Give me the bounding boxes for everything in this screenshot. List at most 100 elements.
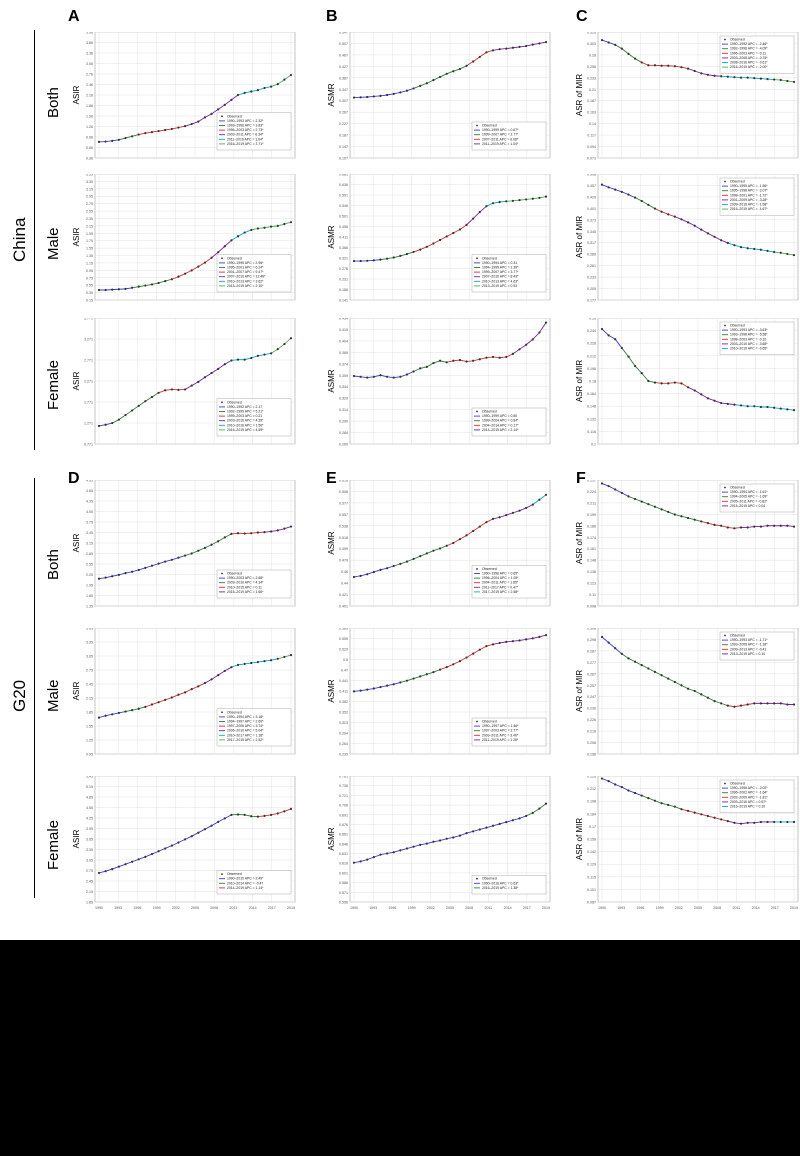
observed-point bbox=[270, 85, 273, 88]
trend-segment-3 bbox=[641, 62, 689, 70]
observed-point bbox=[412, 250, 415, 254]
observed-point bbox=[614, 188, 617, 191]
observed-point bbox=[379, 94, 382, 97]
y-tick-label: 0.233 bbox=[587, 76, 596, 80]
y-tick-label: 2.46 bbox=[86, 83, 93, 87]
y-tick-label: 0.646 bbox=[339, 842, 348, 846]
x-tick-label: 1996 bbox=[636, 906, 644, 910]
trend-segment-1 bbox=[99, 287, 133, 291]
y-tick-label: 3.05 bbox=[86, 859, 93, 863]
observed-point bbox=[498, 516, 501, 519]
legend-entry: 1990–1999 APC = 0.67* bbox=[482, 128, 519, 132]
observed-point bbox=[256, 227, 259, 230]
y-tick-label: 2.35 bbox=[86, 217, 93, 221]
x-tick-label: 2011 bbox=[485, 906, 493, 910]
y-tick-label: 0.267 bbox=[587, 672, 596, 676]
observed-point bbox=[458, 67, 462, 71]
trend-segment-4 bbox=[687, 68, 722, 77]
observed-point bbox=[183, 838, 187, 841]
observed-point bbox=[531, 503, 534, 506]
observed-point bbox=[230, 239, 233, 242]
y-tick-label: 0.529 bbox=[339, 648, 348, 652]
observed-point bbox=[223, 245, 226, 248]
observed-point bbox=[250, 356, 253, 360]
observed-point bbox=[614, 783, 617, 786]
y-tick-label: 0.589 bbox=[339, 628, 348, 631]
observed-point bbox=[366, 376, 369, 379]
observed-point bbox=[667, 64, 670, 67]
observed-point bbox=[236, 93, 240, 97]
observed-point bbox=[733, 244, 736, 247]
y-tick-label: 0.661 bbox=[339, 833, 348, 837]
observed-point bbox=[660, 674, 663, 677]
legend-entry: 1990–2010 APC = 2.49* bbox=[227, 877, 264, 881]
observed-point bbox=[673, 513, 676, 516]
y-axis-label: ASMR bbox=[327, 827, 336, 850]
observed-point bbox=[485, 826, 488, 829]
legend-entry: 2010–2013 APC = 4.63* bbox=[482, 279, 519, 283]
observed-point bbox=[766, 405, 769, 409]
observed-point bbox=[150, 564, 154, 567]
observed-point bbox=[230, 98, 233, 101]
x-tick-label: 1999 bbox=[153, 906, 161, 910]
legend-box bbox=[216, 569, 292, 599]
observed-point bbox=[183, 691, 187, 694]
observed-point bbox=[203, 376, 207, 379]
observed-point bbox=[746, 76, 749, 79]
legend-marker-observed bbox=[221, 873, 223, 875]
observed-point bbox=[792, 253, 796, 257]
observed-point bbox=[438, 547, 442, 550]
x-tick-label: 1996 bbox=[133, 906, 141, 910]
x-tick-label: 2002 bbox=[172, 906, 180, 910]
observed-point bbox=[425, 673, 428, 676]
observed-point bbox=[491, 824, 495, 827]
observed-point bbox=[190, 835, 193, 838]
observed-point bbox=[131, 286, 134, 289]
observed-point bbox=[531, 338, 534, 341]
observed-point bbox=[779, 407, 782, 410]
observed-point bbox=[720, 75, 723, 78]
trend-segment-5 bbox=[734, 404, 795, 411]
chart-F-female: 0.087 0.101 0.115 0.129 0.142 0.156 0.17 0.184 0… bbox=[575, 776, 799, 910]
observed-point bbox=[359, 96, 362, 99]
observed-point bbox=[217, 367, 220, 370]
observed-point bbox=[203, 116, 207, 119]
observed-point bbox=[432, 840, 435, 843]
trend-segment-5 bbox=[727, 242, 775, 253]
observed-point bbox=[792, 409, 796, 412]
observed-point bbox=[686, 67, 690, 70]
y-tick-label: 0.261 bbox=[587, 264, 596, 268]
observed-point bbox=[525, 198, 528, 201]
y-tick-label: 0.419 bbox=[339, 328, 348, 332]
chart-E-both: 0.401 0.421 0.44 0.46 0.479 0.499 0.518 0.538 0.… bbox=[327, 480, 551, 609]
y-tick-label: 0.721 bbox=[339, 794, 348, 798]
legend-entry: 1990–1994 APC = -1.61* bbox=[730, 490, 768, 494]
observed-point bbox=[739, 704, 743, 707]
y-tick-label: 0.287 bbox=[587, 649, 596, 653]
observed-point bbox=[693, 518, 696, 521]
y-axis-label: ASR of MIR bbox=[575, 522, 584, 564]
y-tick-label: 0.5 bbox=[343, 658, 348, 662]
observed-point bbox=[673, 680, 676, 684]
observed-point bbox=[432, 79, 435, 82]
chart-E-female: 0.556 0.571 0.586 0.601 0.616 0.631 0.646 0.661… bbox=[327, 776, 551, 910]
chart-D-male: 0.95 1.25 1.55 1.85 2.15 2.45 2.75 3.05 3.35 3.65… bbox=[72, 628, 296, 757]
observed-point bbox=[236, 813, 240, 816]
observed-point bbox=[485, 51, 488, 54]
legend-entry: 2010–2013 APC = 3.62* bbox=[227, 279, 264, 283]
observed-point bbox=[779, 820, 782, 824]
observed-point bbox=[614, 338, 617, 341]
trend-segment-3 bbox=[654, 208, 675, 218]
x-tick-label: 2017 bbox=[523, 906, 531, 910]
observed-point bbox=[137, 858, 140, 861]
observed-point bbox=[647, 797, 650, 800]
x-tick-label: 1990 bbox=[95, 906, 103, 910]
y-tick-label: 0.098 bbox=[587, 605, 596, 609]
observed-point bbox=[131, 409, 134, 412]
x-tick-label: 2017 bbox=[771, 906, 779, 910]
observed-point bbox=[276, 348, 279, 351]
observed-point bbox=[250, 661, 253, 665]
observed-point bbox=[412, 370, 415, 373]
group-label-china: China bbox=[10, 217, 29, 262]
observed-point bbox=[445, 72, 448, 75]
